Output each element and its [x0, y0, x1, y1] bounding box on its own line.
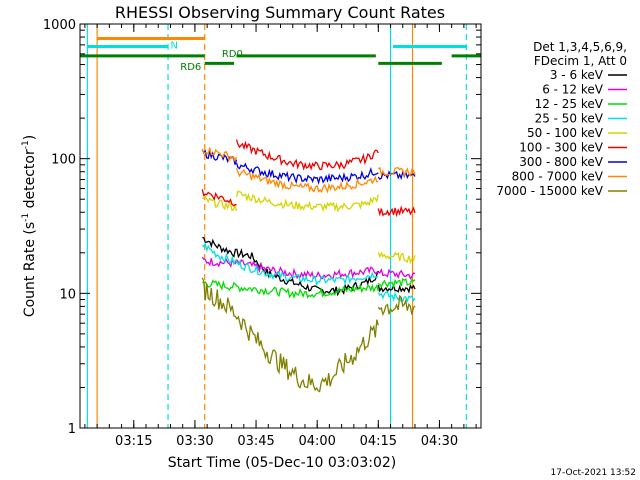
- y-label-main: Count Rate (s: [22, 222, 38, 317]
- series-trace: [202, 279, 379, 299]
- legend-entry-label: 50 - 100 keV: [527, 126, 604, 140]
- series-trace: [201, 195, 238, 212]
- flag-label: N: [170, 40, 177, 51]
- annotation-layer: N RD0 RD6: [80, 24, 481, 428]
- y-tick-label: 100: [51, 153, 76, 168]
- y-axis: 1 10 100 1000: [43, 18, 481, 437]
- x-tick-label: 04:15: [360, 434, 397, 449]
- y-label-sup-1: -1: [21, 213, 31, 222]
- series-trace: [235, 139, 379, 171]
- series-50to100keV: [201, 190, 416, 265]
- legend-entry-label: 12 - 25 keV: [535, 97, 604, 111]
- y-label-end: ): [22, 135, 38, 140]
- y-label-mid: detector: [22, 149, 38, 213]
- flag-label: RD6: [180, 62, 201, 73]
- y-tick-label: 10: [59, 287, 76, 302]
- series-trace: [377, 267, 416, 280]
- series-3to6keV: [202, 236, 416, 297]
- series-trace: [377, 294, 416, 317]
- x-tick-label: 04:30: [421, 434, 458, 449]
- y-tick-label: 1: [68, 422, 76, 437]
- legend-entry-label: 300 - 800 keV: [519, 155, 603, 169]
- series-trace: [201, 242, 379, 287]
- series-trace: [235, 167, 379, 194]
- x-axis-label: Start Time (05-Dec-10 03:03:02): [168, 455, 396, 471]
- series-trace: [201, 256, 379, 280]
- series-800to7000keV: [201, 147, 416, 194]
- series-25to50keV: [201, 242, 416, 303]
- y-label-sup-2: -1: [21, 140, 31, 149]
- series-layer: [201, 139, 416, 393]
- series-trace: [377, 277, 416, 289]
- y-tick-label: 1000: [43, 18, 76, 33]
- y-axis-label: Count Rate (s-1 detector-1): [21, 135, 38, 317]
- legend: Det 1,3,4,5,6,9, FDecim 1, Att 0 3 - 6 k…: [496, 40, 627, 198]
- series-trace: [235, 190, 379, 213]
- series-12to25keV: [202, 277, 416, 299]
- legend-entry-label: 25 - 50 keV: [535, 112, 604, 126]
- x-tick-label: 04:00: [298, 434, 335, 449]
- series-7000to15000keV: [201, 277, 416, 393]
- series-trace: [377, 291, 416, 303]
- series-6to12keV: [201, 256, 416, 280]
- flag-label: RD0: [222, 49, 243, 60]
- series-trace: [202, 236, 379, 297]
- x-axis: 03:15 03:30 03:45 04:00 04:15 04:30: [84, 24, 477, 449]
- legend-entry-label: 7000 - 15000 keV: [496, 184, 603, 198]
- series-trace: [377, 251, 416, 265]
- series-trace: [378, 166, 416, 178]
- legend-entry-label: 100 - 300 keV: [519, 141, 603, 155]
- legend-header-line-1: Det 1,3,4,5,6,9,: [533, 40, 627, 54]
- legend-entry-label: 3 - 6 keV: [550, 68, 604, 82]
- series-trace: [377, 205, 416, 218]
- series-100to300keV: [201, 139, 416, 218]
- footer-timestamp: 17-Oct-2021 13:52: [551, 468, 636, 478]
- legend-header-line-2: FDecim 1, Att 0: [534, 54, 627, 68]
- legend-entry-label: 6 - 12 keV: [542, 83, 604, 97]
- legend-entry-label: 800 - 7000 keV: [512, 170, 604, 184]
- series-trace: [377, 283, 416, 294]
- series-trace: [201, 189, 237, 207]
- x-tick-label: 03:30: [176, 434, 213, 449]
- x-tick-label: 03:15: [115, 434, 152, 449]
- series-trace: [201, 147, 238, 163]
- series-trace: [201, 277, 379, 393]
- series-trace: [235, 162, 379, 185]
- chart-title: RHESSI Observing Summary Count Rates: [115, 3, 445, 22]
- x-tick-label: 03:45: [237, 434, 274, 449]
